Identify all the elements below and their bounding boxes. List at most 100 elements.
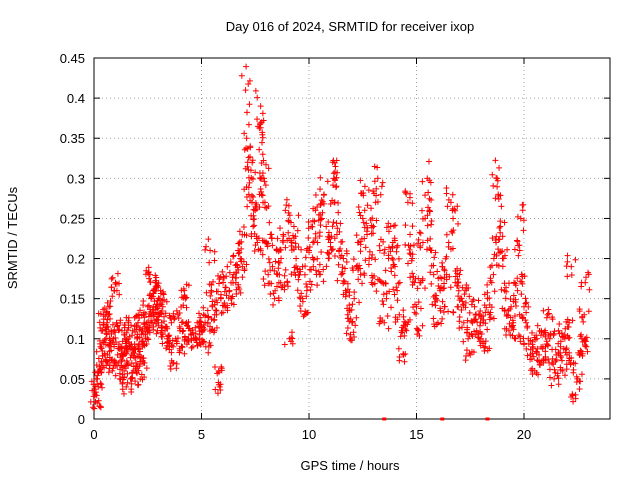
data-point bbox=[181, 336, 188, 343]
data-point bbox=[520, 335, 527, 342]
y-tick-label: 0.2 bbox=[67, 252, 85, 267]
data-point bbox=[254, 116, 261, 123]
data-point bbox=[90, 393, 97, 400]
data-point bbox=[320, 266, 327, 273]
data-point bbox=[514, 213, 521, 220]
data-point bbox=[495, 246, 502, 253]
data-point bbox=[117, 345, 124, 352]
data-point bbox=[512, 280, 519, 287]
data-point bbox=[116, 341, 123, 348]
data-point bbox=[492, 237, 499, 244]
data-point bbox=[549, 314, 556, 321]
data-point bbox=[244, 203, 251, 210]
data-point bbox=[365, 187, 372, 194]
data-point bbox=[318, 215, 325, 222]
data-point bbox=[361, 270, 368, 277]
data-point bbox=[317, 174, 324, 181]
data-point bbox=[221, 274, 228, 281]
data-point bbox=[441, 266, 448, 273]
data-point bbox=[536, 351, 543, 358]
data-point bbox=[283, 196, 290, 203]
data-point bbox=[316, 233, 323, 240]
data-point bbox=[504, 246, 511, 253]
data-point bbox=[297, 307, 304, 314]
data-point bbox=[364, 224, 371, 231]
data-point bbox=[132, 378, 139, 385]
data-point bbox=[515, 242, 522, 249]
data-point bbox=[453, 282, 460, 289]
x-axis-label: GPS time / hours bbox=[301, 458, 400, 473]
data-point bbox=[343, 247, 350, 254]
data-point bbox=[391, 235, 398, 242]
data-point bbox=[314, 282, 321, 289]
data-point bbox=[107, 298, 114, 305]
data-point bbox=[562, 325, 569, 332]
data-point bbox=[517, 338, 524, 345]
data-point bbox=[369, 215, 376, 222]
data-point bbox=[203, 289, 210, 296]
data-point bbox=[376, 247, 383, 254]
data-point bbox=[311, 218, 318, 225]
data-point bbox=[209, 326, 216, 333]
data-point bbox=[506, 320, 513, 327]
data-point bbox=[159, 331, 166, 338]
data-point bbox=[429, 301, 436, 308]
data-point bbox=[412, 301, 419, 308]
data-point bbox=[119, 353, 126, 360]
data-point bbox=[168, 342, 175, 349]
data-point bbox=[288, 243, 295, 250]
data-point bbox=[245, 121, 252, 128]
data-point bbox=[419, 277, 426, 284]
data-point bbox=[555, 375, 562, 382]
data-point bbox=[224, 263, 231, 270]
data-point bbox=[267, 267, 274, 274]
data-point bbox=[570, 369, 577, 376]
data-point bbox=[330, 170, 337, 177]
data-point bbox=[385, 252, 392, 259]
data-point bbox=[282, 266, 289, 273]
data-point bbox=[145, 269, 152, 276]
data-point bbox=[360, 192, 367, 199]
data-point bbox=[522, 317, 529, 324]
data-point bbox=[389, 245, 396, 252]
data-point bbox=[159, 297, 166, 304]
data-point bbox=[155, 322, 162, 329]
data-point bbox=[268, 280, 275, 287]
data-point bbox=[544, 342, 551, 349]
data-point bbox=[163, 323, 170, 330]
data-point bbox=[368, 272, 375, 279]
data-point bbox=[466, 293, 473, 300]
data-point bbox=[189, 343, 196, 350]
data-point bbox=[131, 350, 138, 357]
data-point bbox=[497, 218, 504, 225]
data-point bbox=[219, 268, 226, 275]
data-point bbox=[353, 314, 360, 321]
data-point bbox=[181, 292, 188, 299]
data-point bbox=[380, 280, 387, 287]
data-point bbox=[325, 218, 332, 225]
data-point bbox=[501, 325, 508, 332]
data-point bbox=[564, 252, 571, 259]
data-point bbox=[414, 285, 421, 292]
data-point bbox=[460, 338, 467, 345]
data-point bbox=[424, 222, 431, 229]
data-point bbox=[455, 287, 462, 294]
data-point bbox=[259, 251, 266, 258]
data-point bbox=[238, 245, 245, 252]
data-point bbox=[455, 279, 462, 286]
data-point bbox=[555, 340, 562, 347]
data-point bbox=[475, 334, 482, 341]
data-point bbox=[472, 312, 479, 319]
data-point bbox=[284, 278, 291, 285]
data-point bbox=[290, 223, 297, 230]
data-point bbox=[404, 260, 411, 267]
data-point bbox=[247, 153, 254, 160]
data-point bbox=[262, 182, 269, 189]
data-point bbox=[493, 174, 500, 181]
data-point bbox=[496, 164, 503, 171]
data-point bbox=[397, 333, 404, 340]
data-point bbox=[160, 291, 167, 298]
data-point bbox=[503, 284, 510, 291]
y-tick-label: 0.15 bbox=[60, 292, 85, 307]
data-point bbox=[399, 324, 406, 331]
